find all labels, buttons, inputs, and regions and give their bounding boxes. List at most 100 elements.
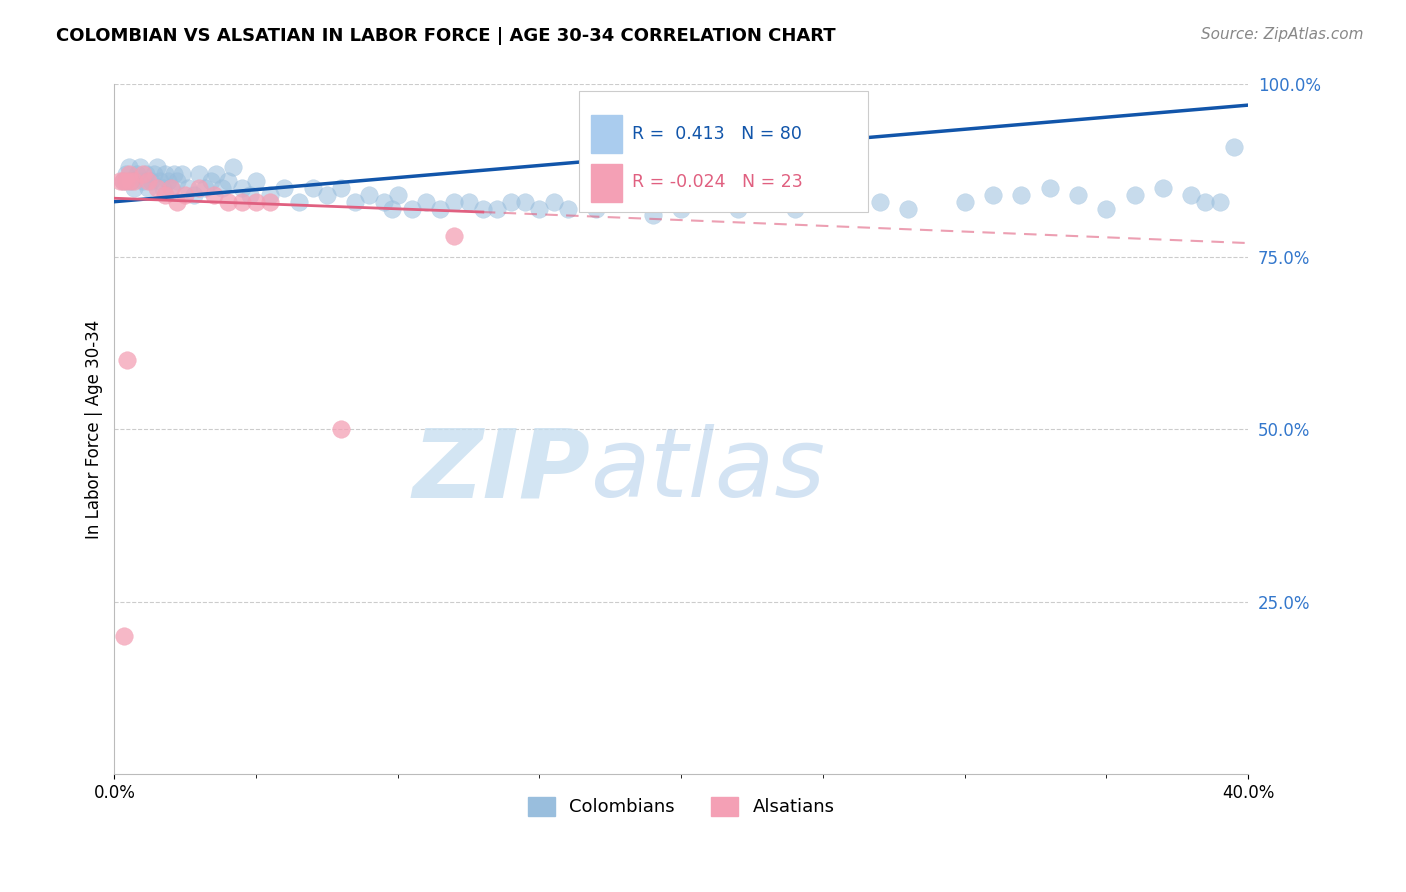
Point bbox=[132, 174, 155, 188]
Point bbox=[529, 202, 551, 216]
Point bbox=[699, 194, 721, 209]
Point bbox=[1010, 187, 1032, 202]
Point bbox=[953, 194, 976, 209]
Point bbox=[111, 174, 134, 188]
Point bbox=[344, 194, 367, 209]
Point bbox=[231, 181, 253, 195]
Point bbox=[613, 194, 636, 209]
FancyBboxPatch shape bbox=[591, 164, 623, 202]
Point bbox=[205, 167, 228, 181]
Point bbox=[373, 194, 395, 209]
Point bbox=[897, 202, 920, 216]
FancyBboxPatch shape bbox=[579, 91, 869, 212]
Point bbox=[163, 167, 186, 181]
Point bbox=[188, 167, 211, 181]
Point bbox=[120, 174, 142, 188]
Point bbox=[429, 202, 451, 216]
Point bbox=[755, 194, 778, 209]
Point bbox=[273, 181, 295, 195]
Point bbox=[457, 194, 479, 209]
Point bbox=[1067, 187, 1090, 202]
Point bbox=[839, 167, 862, 181]
Point bbox=[301, 181, 323, 195]
Point bbox=[202, 187, 225, 202]
Point bbox=[543, 194, 565, 209]
Point bbox=[387, 187, 409, 202]
Point bbox=[117, 167, 139, 181]
Text: ZIP: ZIP bbox=[412, 425, 591, 517]
Point bbox=[1180, 187, 1202, 202]
Point bbox=[1223, 139, 1246, 153]
Text: Source: ZipAtlas.com: Source: ZipAtlas.com bbox=[1201, 27, 1364, 42]
Point bbox=[557, 202, 579, 216]
Point bbox=[869, 194, 891, 209]
Point bbox=[443, 194, 465, 209]
Point bbox=[239, 187, 262, 202]
Text: atlas: atlas bbox=[591, 425, 825, 517]
Point bbox=[471, 202, 494, 216]
Point bbox=[141, 174, 163, 188]
Point bbox=[217, 194, 239, 209]
Point bbox=[129, 160, 152, 174]
Point bbox=[172, 167, 194, 181]
Point bbox=[146, 181, 169, 195]
Point bbox=[152, 181, 174, 195]
Point bbox=[415, 194, 437, 209]
Point bbox=[231, 194, 253, 209]
Point bbox=[359, 187, 381, 202]
Point bbox=[669, 202, 692, 216]
Point bbox=[146, 160, 169, 174]
Point bbox=[245, 194, 267, 209]
Point bbox=[443, 229, 465, 244]
Point bbox=[641, 209, 664, 223]
Point bbox=[1208, 194, 1230, 209]
Point bbox=[138, 181, 160, 195]
Point bbox=[1123, 187, 1146, 202]
Point bbox=[177, 181, 200, 195]
Point bbox=[160, 181, 183, 195]
Point bbox=[114, 167, 136, 181]
Point bbox=[112, 629, 135, 643]
Y-axis label: In Labor Force | Age 30-34: In Labor Force | Age 30-34 bbox=[86, 319, 103, 539]
Point bbox=[174, 187, 197, 202]
Point bbox=[143, 167, 166, 181]
Point bbox=[259, 187, 281, 202]
Point bbox=[108, 174, 131, 188]
Point bbox=[157, 174, 180, 188]
Point bbox=[259, 194, 281, 209]
Point bbox=[1095, 202, 1118, 216]
Point bbox=[330, 181, 353, 195]
Point bbox=[183, 187, 205, 202]
Text: R = -0.024   N = 23: R = -0.024 N = 23 bbox=[633, 173, 803, 192]
Point bbox=[138, 174, 160, 188]
Point bbox=[1152, 181, 1174, 195]
Point bbox=[194, 181, 217, 195]
Point bbox=[727, 202, 749, 216]
Point bbox=[132, 167, 155, 181]
Point bbox=[149, 174, 172, 188]
Point bbox=[287, 194, 309, 209]
Point bbox=[155, 187, 177, 202]
Point bbox=[155, 167, 177, 181]
Point bbox=[401, 202, 423, 216]
Point bbox=[114, 174, 136, 188]
Point bbox=[122, 181, 145, 195]
Point bbox=[211, 181, 233, 195]
Text: R =  0.413   N = 80: R = 0.413 N = 80 bbox=[633, 125, 803, 143]
Point bbox=[200, 174, 222, 188]
Point bbox=[135, 167, 157, 181]
Point bbox=[111, 174, 134, 188]
Point bbox=[485, 202, 508, 216]
Point bbox=[981, 187, 1004, 202]
Point bbox=[783, 202, 806, 216]
Point bbox=[160, 181, 183, 195]
Point bbox=[316, 187, 339, 202]
Point bbox=[115, 353, 138, 368]
Point bbox=[1039, 181, 1062, 195]
Point bbox=[381, 202, 404, 216]
Point bbox=[585, 202, 607, 216]
Point bbox=[811, 194, 834, 209]
FancyBboxPatch shape bbox=[591, 115, 623, 153]
Point bbox=[117, 160, 139, 174]
Point bbox=[217, 174, 239, 188]
